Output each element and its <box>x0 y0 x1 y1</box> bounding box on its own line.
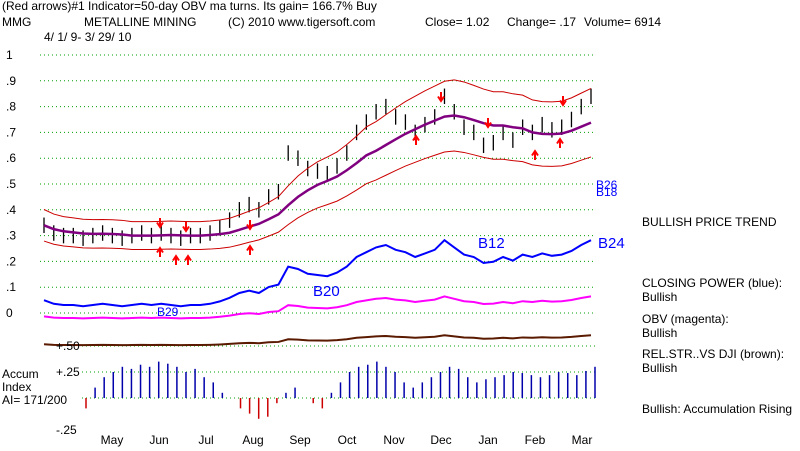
accum-rising-label: Bullish: Accumulation Rising <box>642 402 793 416</box>
accum-histogram <box>85 361 596 419</box>
copyright: (C) 2010 www.tigersoft.com <box>228 15 376 29</box>
closing-power-line <box>43 238 592 308</box>
volume-value: Volume= 6914 <box>584 15 662 29</box>
signal-arrowhead <box>156 221 164 229</box>
gridlines <box>40 54 595 399</box>
price-tick-label: 0 <box>6 306 13 320</box>
accum-tick-mid: +.25 <box>56 365 80 379</box>
accum-label: Accum <box>2 367 39 381</box>
price-tick-label: .5 <box>6 177 16 191</box>
index-label: Index <box>2 380 32 394</box>
signal-b20: B20 <box>313 283 340 300</box>
signal-arrowhead <box>437 95 445 103</box>
month-label: Nov <box>383 433 404 447</box>
ai-score: AI= 171/200 <box>2 393 68 407</box>
price-tick-label: .6 <box>6 151 16 165</box>
date-range: 4/ 1/ 9- 3/ 29/ 10 <box>44 30 132 44</box>
header-line1: (Red arrows)#1 Indicator=50-day OBV ma t… <box>2 0 377 13</box>
price-axis-labels: 1 .9 .8 .7 .6 .5 .4 .3 .2 .1 0 <box>6 48 16 320</box>
change-value: Change= .17 <box>507 15 577 29</box>
upper-band <box>43 79 592 223</box>
month-label: Jul <box>198 433 213 447</box>
signal-b12: B12 <box>478 235 505 252</box>
price-tick-label: .1 <box>6 280 16 294</box>
ma-line <box>43 114 592 237</box>
price-tick-label: .8 <box>6 100 16 114</box>
ticker: MMG <box>2 15 32 29</box>
month-label: May <box>101 433 124 447</box>
indicator-obv-label: OBV (magenta): <box>642 312 729 326</box>
obv-line <box>43 295 592 320</box>
signal-arrowhead <box>559 99 567 107</box>
price-tick-label: .7 <box>6 125 16 139</box>
month-label: Feb <box>525 433 546 447</box>
signal-arrowhead <box>172 254 180 262</box>
month-label: Mar <box>572 433 593 447</box>
signal-b29: B29 <box>157 305 179 319</box>
month-label: Dec <box>430 433 451 447</box>
signal-arrowhead <box>246 244 254 252</box>
indicator-cp-status: Bullish <box>642 290 678 304</box>
relstr-line <box>43 334 592 347</box>
signal-arrowhead <box>184 254 192 262</box>
price-tick-label: .2 <box>6 254 16 268</box>
signal-arrows <box>156 92 567 265</box>
lower-band <box>43 150 592 251</box>
indicator-rs-label: REL.STR..VS DJI (brown): <box>642 347 785 361</box>
signal-arrowhead <box>412 134 420 142</box>
signal-b24: B24 <box>598 235 625 252</box>
price-tick-label: 1 <box>6 48 13 62</box>
signal-arrowhead <box>556 137 564 145</box>
month-label: Oct <box>338 433 357 447</box>
indicator-obv-status: Bullish <box>642 326 678 340</box>
price-series <box>43 79 592 251</box>
month-label: Sep <box>289 433 311 447</box>
month-label: Aug <box>242 433 263 447</box>
indicator-lines <box>43 238 592 347</box>
month-axis-labels: May Jun Jul Aug Sep Oct Nov Dec Jan Feb Mar <box>101 433 593 447</box>
price-tick-label: .9 <box>6 74 16 88</box>
signal-arrowhead <box>484 121 492 129</box>
indicator-cp-label: CLOSING POWER (blue): <box>642 276 783 290</box>
trend-label: BULLISH PRICE TREND <box>642 215 777 229</box>
month-label: Jun <box>149 433 168 447</box>
signal-arrowhead <box>182 225 190 233</box>
accum-tick-pos: +.50 <box>56 339 80 353</box>
accum-tick-neg: -.25 <box>56 423 77 437</box>
price-tick-label: .3 <box>6 229 16 243</box>
signal-b26: B26 <box>596 178 618 192</box>
signal-arrowhead <box>246 223 254 231</box>
signal-arrowhead <box>531 149 539 157</box>
price-tick-label: .4 <box>6 203 16 217</box>
close-value: Close= 1.02 <box>425 15 490 29</box>
signal-arrowhead <box>156 246 164 254</box>
indicator-rs-status: Bullish <box>642 361 678 375</box>
month-label: Jan <box>478 433 497 447</box>
signal-b18: B18 <box>596 185 618 199</box>
company-name: METALLINE MINING <box>84 15 197 29</box>
